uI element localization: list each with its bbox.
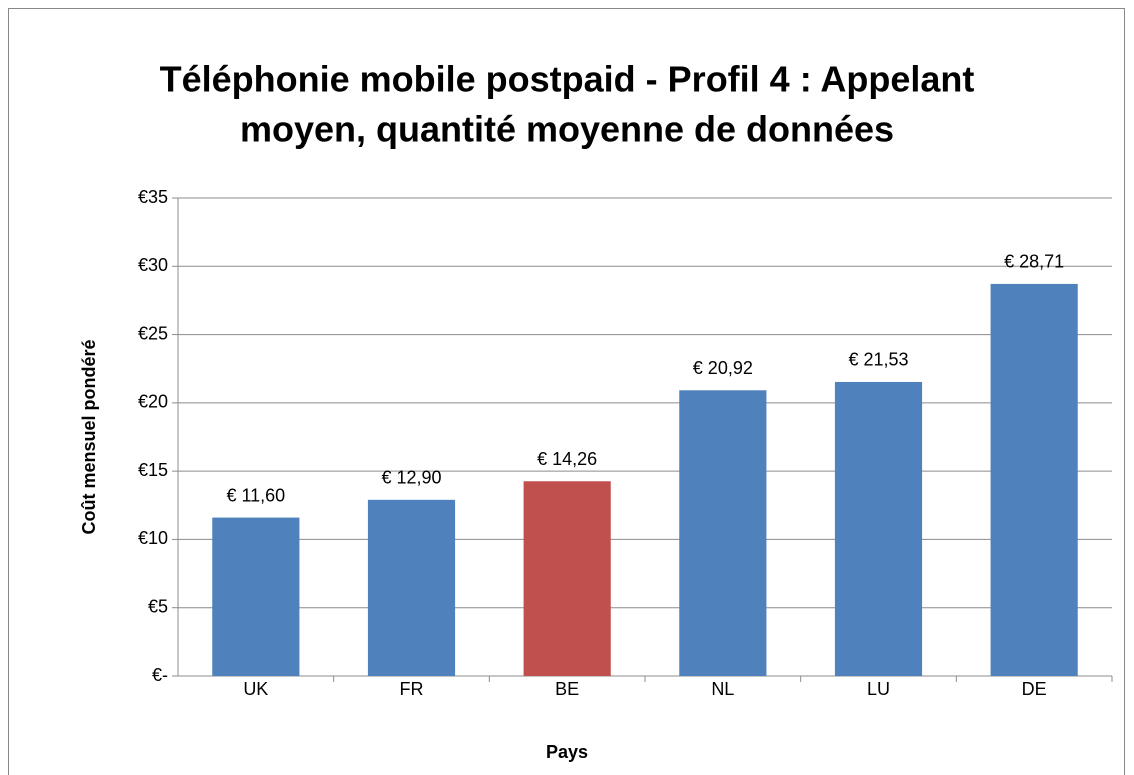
bar — [679, 390, 767, 676]
x-axis-label: Pays — [546, 742, 588, 762]
y-tick-label: €30 — [138, 255, 168, 275]
y-tick-label: €- — [152, 665, 168, 685]
y-tick-label: €10 — [138, 528, 168, 548]
bar — [367, 499, 456, 676]
bar — [212, 517, 300, 676]
data-label: € 20,92 — [693, 358, 753, 378]
data-label: € 14,26 — [537, 449, 597, 469]
x-tick-label: UK — [243, 679, 268, 699]
data-label: € 21,53 — [848, 350, 908, 370]
x-tick-label: NL — [711, 679, 734, 699]
y-axis-label: Coût mensuel pondéré — [79, 339, 99, 534]
y-tick-label: €5 — [148, 596, 168, 616]
x-tick-label: LU — [867, 679, 890, 699]
y-tick-label: €35 — [138, 187, 168, 207]
y-tick-label: €15 — [138, 460, 168, 480]
data-label: € 28,71 — [1004, 252, 1064, 272]
bar — [523, 481, 611, 676]
x-tick-label: DE — [1022, 679, 1047, 699]
bar — [990, 283, 1078, 676]
bar — [834, 381, 923, 676]
data-label: € 11,60 — [226, 485, 285, 505]
chart-title: Téléphonie mobile postpaid - Profil 4 : … — [160, 59, 975, 100]
x-tick-label: BE — [555, 679, 579, 699]
data-label: € 12,90 — [381, 468, 441, 488]
x-tick-label: FR — [400, 679, 424, 699]
y-tick-label: €25 — [138, 323, 168, 343]
chart-title: moyen, quantité moyenne de données — [240, 109, 894, 150]
y-tick-label: €20 — [138, 392, 168, 412]
